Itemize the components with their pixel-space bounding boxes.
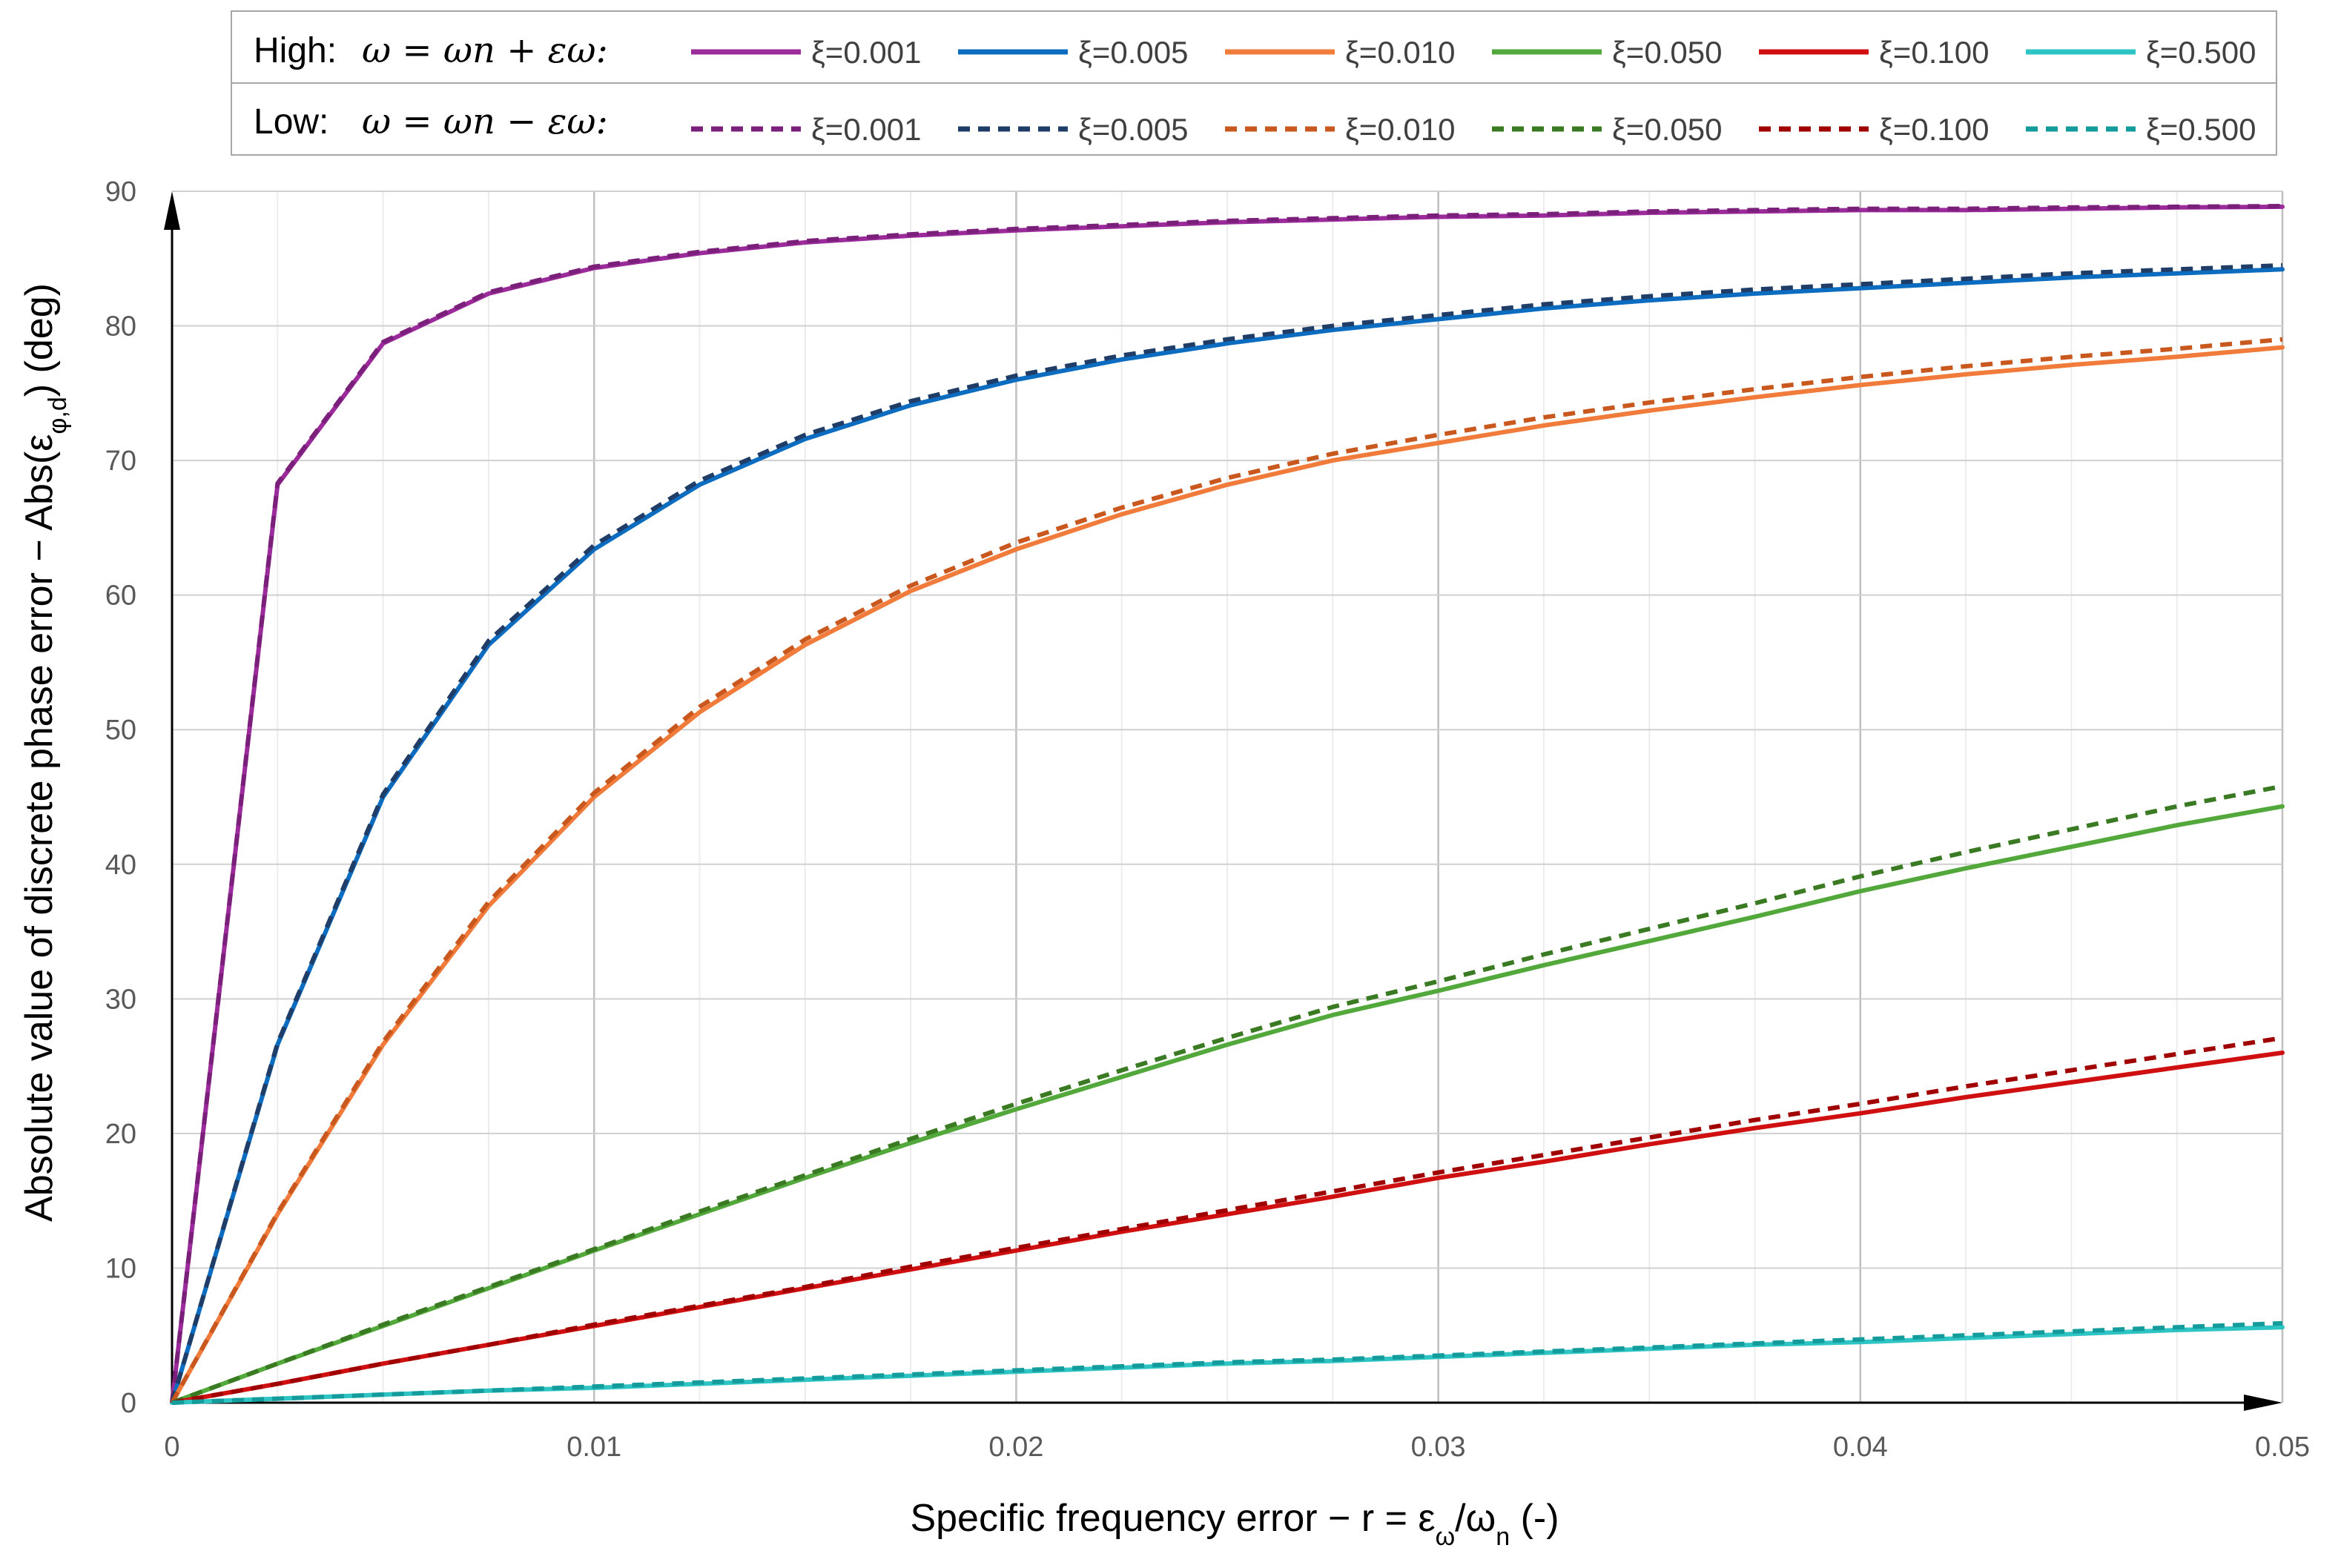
y-tick-label: 70 bbox=[105, 446, 136, 477]
series-line-high-0.005 bbox=[170, 267, 2285, 1405]
series-line-low-0.005 bbox=[170, 262, 2283, 1403]
y-tick-label: 50 bbox=[105, 715, 136, 746]
x-tick-label: 0 bbox=[164, 1432, 179, 1463]
legend-entry-label: ξ=0.010 bbox=[1345, 35, 1455, 70]
legend-entry-label: ξ=0.500 bbox=[2146, 112, 2256, 147]
legend-entry-label: ξ=0.010 bbox=[1345, 112, 1455, 147]
series-line-low-0.050 bbox=[171, 784, 2283, 1405]
y-tick-label: 80 bbox=[105, 311, 136, 343]
x-tick-label: 0.01 bbox=[567, 1432, 621, 1463]
x-tick-label: 0.05 bbox=[2255, 1432, 2310, 1463]
series-line-low-0.500 bbox=[171, 1320, 2283, 1405]
legend-entries: ξ=0.001 ξ=0.005 ξ=0.010 ξ=0.050 ξ=0.100 ξ=0.5… bbox=[691, 35, 2256, 147]
legend-entry-label: ξ=0.001 bbox=[811, 35, 921, 70]
legend-entry-label: ξ=0.050 bbox=[1612, 35, 1722, 70]
legend-high-label: High: bbox=[254, 31, 337, 70]
x-tick-label: 0.02 bbox=[988, 1432, 1043, 1463]
series-line-high-0.010 bbox=[170, 345, 2285, 1405]
legend-high-formula: ω = ωn + εω: bbox=[362, 30, 608, 71]
series-line-low-0.100 bbox=[171, 1036, 2283, 1405]
grid bbox=[172, 191, 2284, 1403]
y-tick-label: 40 bbox=[105, 850, 136, 881]
y-tick-label: 20 bbox=[105, 1119, 136, 1150]
x-tick-label: 0.04 bbox=[1833, 1432, 1888, 1463]
legend: High: ω = ωn + εω: Low: ω = ωn − εω: ξ=0… bbox=[231, 10, 2277, 156]
y-tick-label: 90 bbox=[105, 176, 136, 208]
tick-labels: 0 0.01 0.02 0.03 0.04 0.05 0 10 20 30 40 50 60 70 80 90 bbox=[105, 176, 2310, 1463]
y-tick-label: 10 bbox=[105, 1253, 136, 1284]
legend-entry-label: ξ=0.100 bbox=[1879, 35, 1989, 70]
legend-entry-label: ξ=0.001 bbox=[811, 112, 921, 147]
legend-low-formula: ω = ωn − εω: bbox=[362, 101, 608, 142]
series-line-low-0.010 bbox=[170, 337, 2283, 1404]
series-line-high-0.100 bbox=[170, 1051, 2285, 1405]
x-axis-title: Specific frequency error − r = εω/ωn (-) bbox=[910, 1497, 1559, 1551]
legend-entry-label: ξ=0.500 bbox=[2146, 35, 2256, 70]
y-tick-label: 60 bbox=[105, 580, 136, 612]
legend-low-label: Low: bbox=[254, 102, 328, 142]
legend-entry-label: ξ=0.100 bbox=[1879, 112, 1989, 147]
axes bbox=[164, 191, 2282, 1411]
series-line-low-0.001 bbox=[170, 204, 2283, 1403]
series-line-high-0.050 bbox=[170, 804, 2285, 1405]
y-axis-arrow bbox=[164, 191, 180, 230]
y-tick-label: 0 bbox=[121, 1388, 136, 1419]
y-axis-title: Absolute value of discrete phase error −… bbox=[18, 283, 72, 1222]
legend-entry-label: ξ=0.005 bbox=[1078, 35, 1188, 70]
x-tick-label: 0.03 bbox=[1411, 1432, 1466, 1463]
y-tick-label: 30 bbox=[105, 984, 136, 1015]
legend-entry-label: ξ=0.050 bbox=[1612, 112, 1722, 147]
x-axis-arrow bbox=[2244, 1395, 2282, 1411]
legend-entry-label: ξ=0.005 bbox=[1078, 112, 1188, 147]
series-layer bbox=[170, 204, 2285, 1405]
